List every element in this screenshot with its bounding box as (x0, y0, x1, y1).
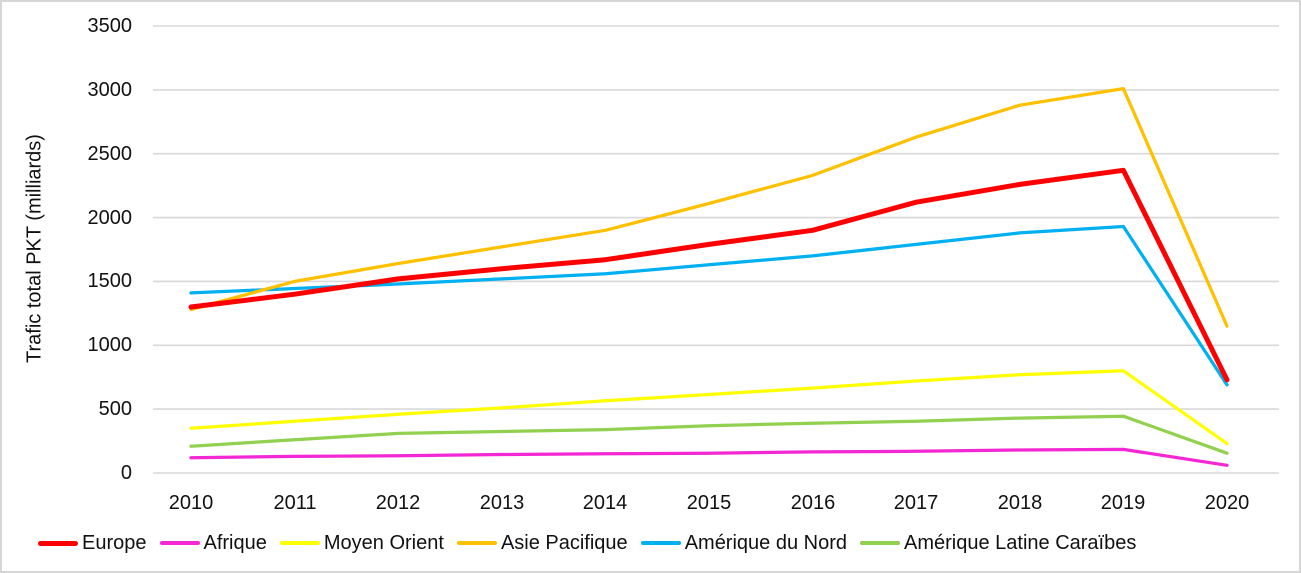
y-tick-label-1000: 1000 (87, 334, 133, 356)
legend-item-asie-pacifique: Asie Pacifique (456, 531, 628, 555)
legend-line-swatch-afrique (159, 541, 200, 545)
legend-item-amerique-du-nord: Amérique du Nord (640, 531, 847, 555)
legend-item-afrique: Afrique (159, 531, 267, 555)
series-line-asie-pacifique (189, 86, 1229, 328)
legend-label-moyen-orient: Moyen Orient (323, 531, 444, 554)
legend-line-swatch-asie-pacifique (456, 541, 497, 545)
legend-label-asie-pacifique: Asie Pacifique (500, 531, 628, 554)
y-tick-label-2500: 2500 (87, 143, 133, 165)
legend-label-amerique-latine-caraibes: Amérique Latine Caraïbes (904, 531, 1137, 554)
legend-label-amerique-du-nord: Amérique du Nord (684, 531, 847, 554)
chart-legend: Europe Afrique Moyen Orient Asie Pacifique A… (38, 526, 1149, 560)
legend-line-swatch-europe (38, 540, 78, 546)
x-tick-label-2020: 2020 (1204, 492, 1250, 514)
series-line-afrique (189, 447, 1229, 467)
legend-item-amerique-latine-caraibes: Amérique Latine Caraïbes (860, 532, 1136, 555)
x-tick-label-2014: 2014 (582, 492, 628, 514)
series-line-europe (188, 167, 1230, 383)
y-tick-label-3500: 3500 (87, 15, 133, 37)
x-tick-label-2019: 2019 (1100, 492, 1146, 514)
y-tick-label-500: 500 (98, 398, 132, 420)
legend-line-swatch-amerique-du-nord (640, 541, 681, 545)
series-line-moyen-orient (189, 369, 1229, 446)
legend-line-swatch-amerique-latine-caraibes (860, 541, 900, 545)
x-tick-label-2016: 2016 (790, 492, 836, 514)
x-tick-label-2017: 2017 (893, 492, 939, 514)
series-line-amerique-latine-caraibes (189, 414, 1229, 455)
x-tick-label-2013: 2013 (479, 492, 525, 514)
x-tick-label-2010: 2010 (168, 492, 214, 514)
legend-item-moyen-orient: Moyen Orient (279, 531, 444, 555)
y-tick-label-3000: 3000 (87, 79, 133, 101)
x-tick-label-2011: 2011 (273, 492, 317, 514)
series-line-amerique-du-nord (189, 224, 1229, 387)
legend-item-europe: Europe (38, 532, 147, 555)
legend-label-afrique: Afrique (203, 531, 267, 554)
y-tick-label-2000: 2000 (87, 207, 133, 229)
y-tick-label-0: 0 (120, 462, 132, 484)
y-tick-label-1500: 1500 (87, 270, 133, 292)
legend-label-europe: Europe (82, 531, 147, 554)
legend-line-swatch-moyen-orient (279, 541, 320, 545)
x-tick-label-2018: 2018 (997, 492, 1043, 514)
x-tick-label-2012: 2012 (375, 492, 421, 514)
x-tick-label-2015: 2015 (686, 492, 732, 514)
